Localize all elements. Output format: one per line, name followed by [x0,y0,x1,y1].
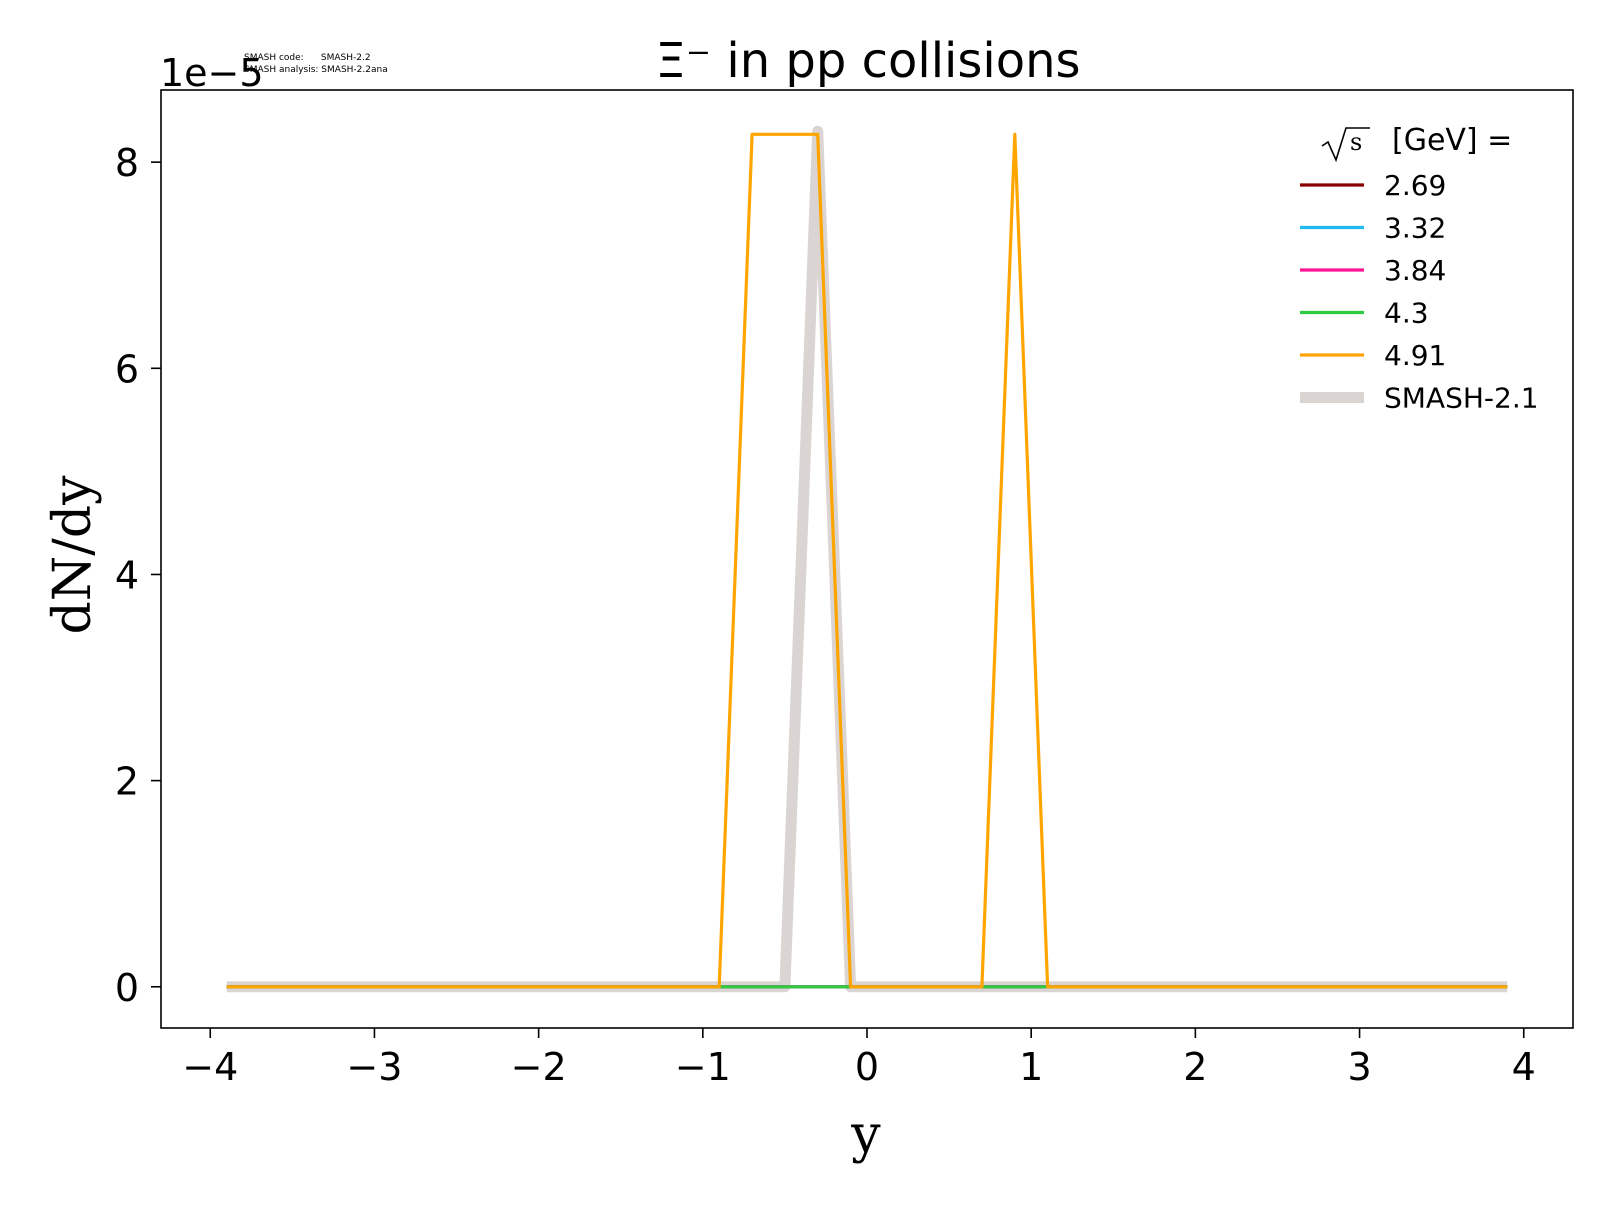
sqrt-sign [1321,127,1370,163]
x-axis-label: y [850,1105,881,1165]
legend-label-3-32: 3.32 [1384,212,1446,245]
legend-title: [GeV] = [1392,123,1512,158]
x-tick-label: −2 [511,1045,567,1089]
legend-title-sqrt-symbol: s [1321,127,1370,163]
y-tick-label: 0 [115,966,139,1010]
legend-label-3-84: 3.84 [1384,254,1446,287]
x-tick-label: −3 [346,1045,402,1089]
x-tick-label: 0 [855,1045,879,1089]
chart-title: Ξ⁻ in pp collisions [655,33,1080,89]
x-tick-label: 2 [1183,1045,1207,1089]
series-line-smash-2-1 [226,125,1508,993]
series-line-4-91 [226,132,1508,989]
y-tick-label: 8 [115,141,139,185]
x-tick-label: −4 [182,1045,238,1089]
x-tick-label: −1 [675,1045,731,1089]
y-multiplier-label: 1e−5 [160,51,264,95]
x-tick-label: 1 [1019,1045,1043,1089]
x-tick-label: 4 [1512,1045,1536,1089]
plot-layer: −4 −3 −2 −1 0 1 2 3 4 0 2 4 6 8 [115,89,1574,1089]
annotation-line-2: SMASH analysis: SMASH-2.2ana [244,65,388,75]
legend-label-2-69: 2.69 [1384,169,1446,202]
axes-frame [160,89,1574,1029]
legend-label-4-3: 4.3 [1384,297,1429,330]
x-tick-label: 3 [1347,1045,1371,1089]
legend: s [GeV] = 2.69 3.32 3.84 4.3 4.91 SMASH-2.1 [1300,123,1539,415]
y-tick-label: 2 [115,760,139,804]
sqrt-argument: s [1350,128,1362,156]
annotation-line-1: SMASH code: SMASH-2.2 [244,53,371,63]
legend-label-4-91: 4.91 [1384,339,1446,372]
legend-label-smash-2-1: SMASH-2.1 [1384,382,1539,415]
y-tick-label: 6 [115,347,139,391]
y-tick-label: 4 [115,553,139,597]
y-axis-label: dN/dy [43,475,103,635]
